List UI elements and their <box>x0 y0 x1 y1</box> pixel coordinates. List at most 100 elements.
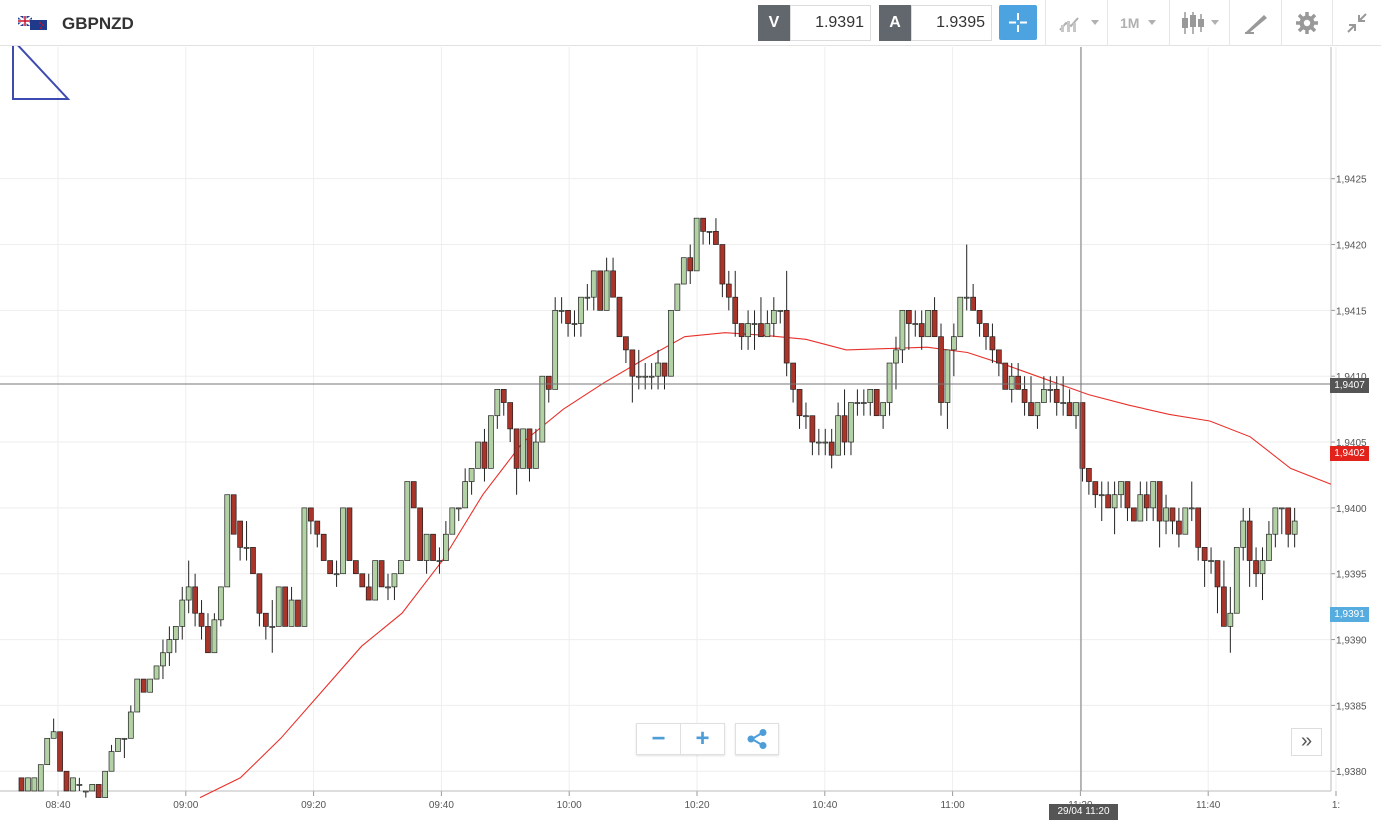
bid-price-box[interactable]: 1.9391 <box>790 5 871 41</box>
candle-body <box>18 777 25 792</box>
candle-body <box>224 494 231 588</box>
timeframe-button[interactable]: 1M <box>1107 0 1169 46</box>
candle-body <box>976 310 983 324</box>
candle-body <box>1233 547 1240 614</box>
draw-tools-icon <box>1245 15 1267 34</box>
current-price-label: 1,9391 <box>1330 607 1369 622</box>
candle-body <box>520 428 526 469</box>
candle-body <box>1163 507 1169 522</box>
candle-body <box>751 323 758 325</box>
chart-type-icon <box>1059 17 1079 32</box>
y-tick-label: 1,9405 <box>1336 438 1367 449</box>
candle-body <box>693 217 700 272</box>
candle-body <box>404 481 411 561</box>
candle-body <box>835 415 841 456</box>
scroll-to-latest-button[interactable]: » <box>1291 728 1322 756</box>
candle-body <box>430 533 436 561</box>
candle-body <box>661 362 668 377</box>
candle-body <box>1098 494 1105 497</box>
candle-body <box>1124 481 1131 509</box>
candle-body <box>925 310 931 338</box>
candle-body <box>385 586 391 589</box>
candle-body <box>1214 560 1221 588</box>
candle-body <box>250 547 256 575</box>
candle-body <box>179 599 186 627</box>
triangle-drawing-tool[interactable] <box>12 46 71 100</box>
candle-body <box>70 777 76 792</box>
chart-plot-area <box>0 47 1331 791</box>
chart-grid <box>0 47 1337 791</box>
candle-body <box>1208 560 1214 562</box>
candle-body <box>468 468 475 482</box>
candle-body <box>198 612 205 627</box>
candle-body <box>584 296 591 299</box>
candle-body <box>1060 402 1067 404</box>
candle-body <box>1285 507 1292 535</box>
candle-body <box>513 428 520 469</box>
candle-body <box>1105 494 1112 509</box>
candle-body <box>89 784 96 792</box>
candle-body <box>102 770 108 798</box>
candle-body <box>931 310 938 338</box>
drawing-tools-button[interactable] <box>1229 0 1281 46</box>
candlestick-type-button[interactable] <box>1169 0 1229 46</box>
candle-body <box>687 257 694 272</box>
candle-body <box>828 441 835 456</box>
candle-body <box>963 296 970 299</box>
candle-body <box>333 573 340 576</box>
candle-body <box>1066 402 1073 417</box>
chevron-down-icon <box>1091 20 1099 25</box>
candle-body <box>160 652 166 667</box>
share-button[interactable] <box>735 723 779 755</box>
candle-body <box>127 711 134 739</box>
candle-body <box>770 310 777 324</box>
candle-body <box>623 336 629 351</box>
y-tick-label: 1,9415 <box>1336 306 1367 317</box>
candle-body <box>398 560 404 575</box>
y-tick-label: 1,9400 <box>1336 504 1367 515</box>
candle-body <box>655 362 661 377</box>
candle-body <box>803 415 809 418</box>
candle-body <box>648 375 655 378</box>
candle-body <box>815 441 822 444</box>
ask-price-box[interactable]: 1.9395 <box>911 5 992 41</box>
instrument-symbol[interactable]: GBPNZD <box>62 14 134 33</box>
chart-type-button[interactable] <box>1045 0 1107 46</box>
ask-price: 1.9395 <box>936 14 985 31</box>
price-chart[interactable]: 1,93801,93851,93901,93951,94001,94051,94… <box>0 46 1381 822</box>
candle-body <box>1227 612 1234 627</box>
candle-body <box>796 389 803 417</box>
candle-body <box>713 231 719 245</box>
candle-body <box>893 349 899 364</box>
candle-body <box>1278 507 1285 510</box>
y-tick-label: 1,9420 <box>1336 241 1367 252</box>
candle-body <box>1195 507 1202 548</box>
candle-body <box>185 586 192 601</box>
candle-body <box>854 402 861 404</box>
crosshair-lines <box>0 47 1331 791</box>
candle-body <box>327 560 333 575</box>
candle-body <box>50 731 57 739</box>
candle-body <box>507 402 514 430</box>
candle-body <box>603 270 610 311</box>
crosshair-date-label: 29/04 11:20 <box>1049 804 1118 820</box>
settings-button[interactable] <box>1281 0 1332 46</box>
candle-body <box>719 244 726 285</box>
zoom-in-button[interactable]: + <box>695 725 710 752</box>
crosshair-button[interactable] <box>999 5 1037 40</box>
candle-body <box>1240 520 1247 548</box>
x-tick-label: 10:00 <box>557 800 582 811</box>
zoom-out-button[interactable]: − <box>637 724 681 754</box>
x-tick-label: 11:40 <box>1196 800 1221 811</box>
candle-body <box>1259 560 1266 575</box>
candle-body <box>886 362 893 403</box>
x-tick-label: 09:20 <box>301 800 326 811</box>
y-tick-label: 1,9385 <box>1336 701 1367 712</box>
collapse-button[interactable] <box>1332 0 1381 46</box>
candle-body <box>1002 362 1009 390</box>
bid-price: 1.9391 <box>815 14 864 31</box>
candle-body <box>205 626 211 654</box>
chevron-down-icon <box>1211 20 1219 25</box>
candle-body <box>275 586 282 627</box>
candle-body <box>320 533 327 561</box>
